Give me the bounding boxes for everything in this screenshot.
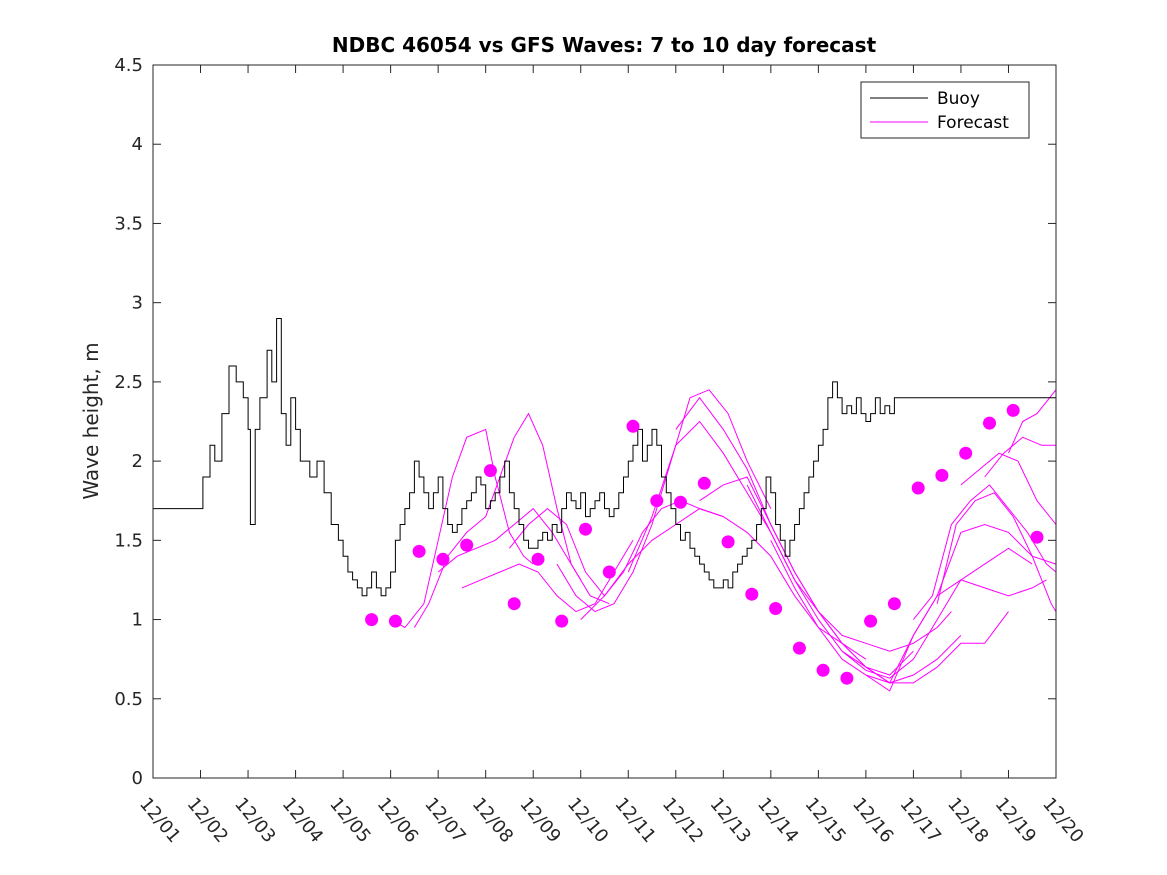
forecast-marker-11 xyxy=(626,419,640,433)
x-tick-label-2: 12/03 xyxy=(230,794,279,847)
forecast-marker-21 xyxy=(864,614,878,628)
forecast-marker-9 xyxy=(579,522,592,536)
forecast-marker-8 xyxy=(555,614,569,628)
forecast-marker-5 xyxy=(483,464,497,478)
legend-box xyxy=(860,81,1030,139)
x-tick-label-18: 12/19 xyxy=(991,794,1040,847)
forecast-line-10 xyxy=(746,484,1009,684)
forecast-line-17 xyxy=(984,436,1056,478)
x-tick-label-7: 12/08 xyxy=(468,794,517,847)
forecast-marker-10 xyxy=(602,565,616,579)
forecast-marker-1 xyxy=(388,614,402,628)
x-tick-label-5: 12/06 xyxy=(373,794,422,847)
forecast-marker-19 xyxy=(816,663,830,677)
legend-forecast-label: Forecast xyxy=(937,113,1009,133)
plot-background xyxy=(153,65,1056,778)
x-tick-label-15: 12/16 xyxy=(848,794,897,847)
y-tick-label-4: 2 xyxy=(132,451,143,472)
x-tick-label-17: 12/18 xyxy=(943,794,992,847)
x-tick-label-19: 12/20 xyxy=(1038,794,1087,847)
x-tick-label-6: 12/07 xyxy=(420,794,469,847)
forecast-marker-13 xyxy=(674,495,687,509)
forecast-line-12 xyxy=(841,579,1047,679)
forecast-marker-23 xyxy=(911,481,925,495)
forecast-line-2 xyxy=(437,507,610,605)
x-tick-label-1: 12/02 xyxy=(183,794,232,847)
forecast-marker-20 xyxy=(840,671,854,685)
chart-title: NDBC 46054 vs GFS Waves: 7 to 10 day for… xyxy=(332,33,877,57)
forecast-marker-3 xyxy=(436,552,450,566)
x-tick-label-9: 12/10 xyxy=(563,794,612,847)
x-tick-label-10: 12/11 xyxy=(610,794,659,847)
y-tick-label-2: 1 xyxy=(132,610,143,631)
legend-buoy-label: Buoy xyxy=(937,89,980,109)
forecast-marker-15 xyxy=(721,535,735,549)
forecast-marker-6 xyxy=(507,597,521,611)
forecast-line-11 xyxy=(770,540,1033,684)
forecast-marker-2 xyxy=(412,544,426,558)
x-tick-label-8: 12/09 xyxy=(515,794,564,847)
y-tick-label-5: 2.5 xyxy=(114,372,143,393)
legend: Buoy Forecast xyxy=(860,81,1030,139)
forecast-marker-14 xyxy=(697,476,711,490)
x-tick-label-0: 12/01 xyxy=(135,794,184,847)
y-tick-label-3: 1.5 xyxy=(114,530,143,551)
forecast-line-0 xyxy=(390,428,534,629)
forecast-line-16 xyxy=(960,452,1057,525)
x-tick-label-11: 12/12 xyxy=(658,794,707,847)
forecast-marker-16 xyxy=(745,587,759,601)
forecast-marker-28 xyxy=(1030,530,1044,544)
y-tick-label-6: 3 xyxy=(132,293,143,314)
y-tick-label-0: 0 xyxy=(132,768,143,789)
x-tick-label-16: 12/17 xyxy=(896,794,945,847)
forecast-marker-24 xyxy=(935,468,949,482)
plot-content xyxy=(153,318,1057,692)
forecast-line-13 xyxy=(865,523,1057,692)
forecast-marker-26 xyxy=(983,416,996,430)
x-tick-label-13: 12/14 xyxy=(753,794,802,847)
forecast-line-14 xyxy=(913,484,1057,620)
x-tick-label-4: 12/05 xyxy=(325,794,374,847)
forecast-marker-12 xyxy=(650,494,664,508)
forecast-marker-27 xyxy=(1006,403,1020,417)
forecast-line-18 xyxy=(1008,389,1057,454)
forecast-marker-7 xyxy=(531,552,545,566)
forecast-marker-18 xyxy=(792,641,806,655)
y-tick-label-7: 3.5 xyxy=(114,213,143,234)
forecast-marker-22 xyxy=(887,597,901,611)
y-tick-label-9: 4.5 xyxy=(114,55,143,76)
forecast-marker-0 xyxy=(365,613,379,627)
forecast-marker-4 xyxy=(460,538,474,552)
forecast-line-3 xyxy=(461,540,634,613)
forecast-line-15 xyxy=(936,492,1057,612)
forecast-marker-17 xyxy=(769,602,783,615)
y-tick-label-8: 4 xyxy=(132,134,143,155)
forecast-marker-25 xyxy=(959,446,973,460)
plot-frame xyxy=(152,64,1057,779)
x-tick-label-14: 12/15 xyxy=(801,794,850,847)
x-tick-label-12: 12/13 xyxy=(705,794,754,847)
x-tick-label-3: 12/04 xyxy=(278,794,327,847)
buoy-line xyxy=(153,318,1056,597)
y-axis-label: Wave height, m xyxy=(79,342,103,499)
y-tick-label-1: 0.5 xyxy=(114,689,143,710)
